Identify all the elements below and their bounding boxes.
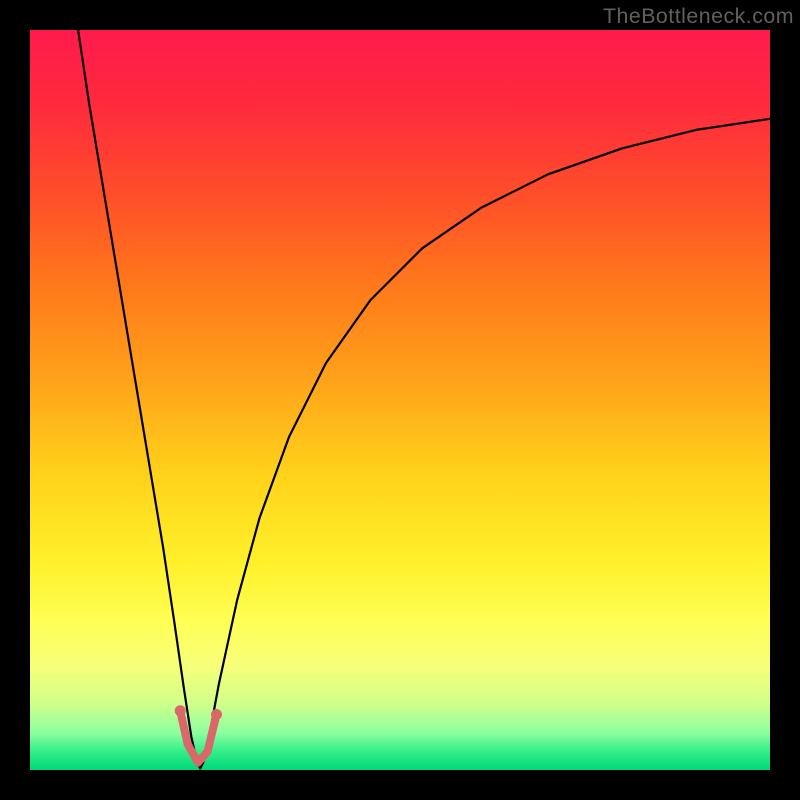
gradient-background — [30, 30, 770, 770]
stage: TheBottleneck.com — [0, 0, 800, 800]
watermark-text: TheBottleneck.com — [603, 4, 794, 29]
plot-area — [30, 30, 770, 770]
bottleneck-chart-svg — [30, 30, 770, 770]
